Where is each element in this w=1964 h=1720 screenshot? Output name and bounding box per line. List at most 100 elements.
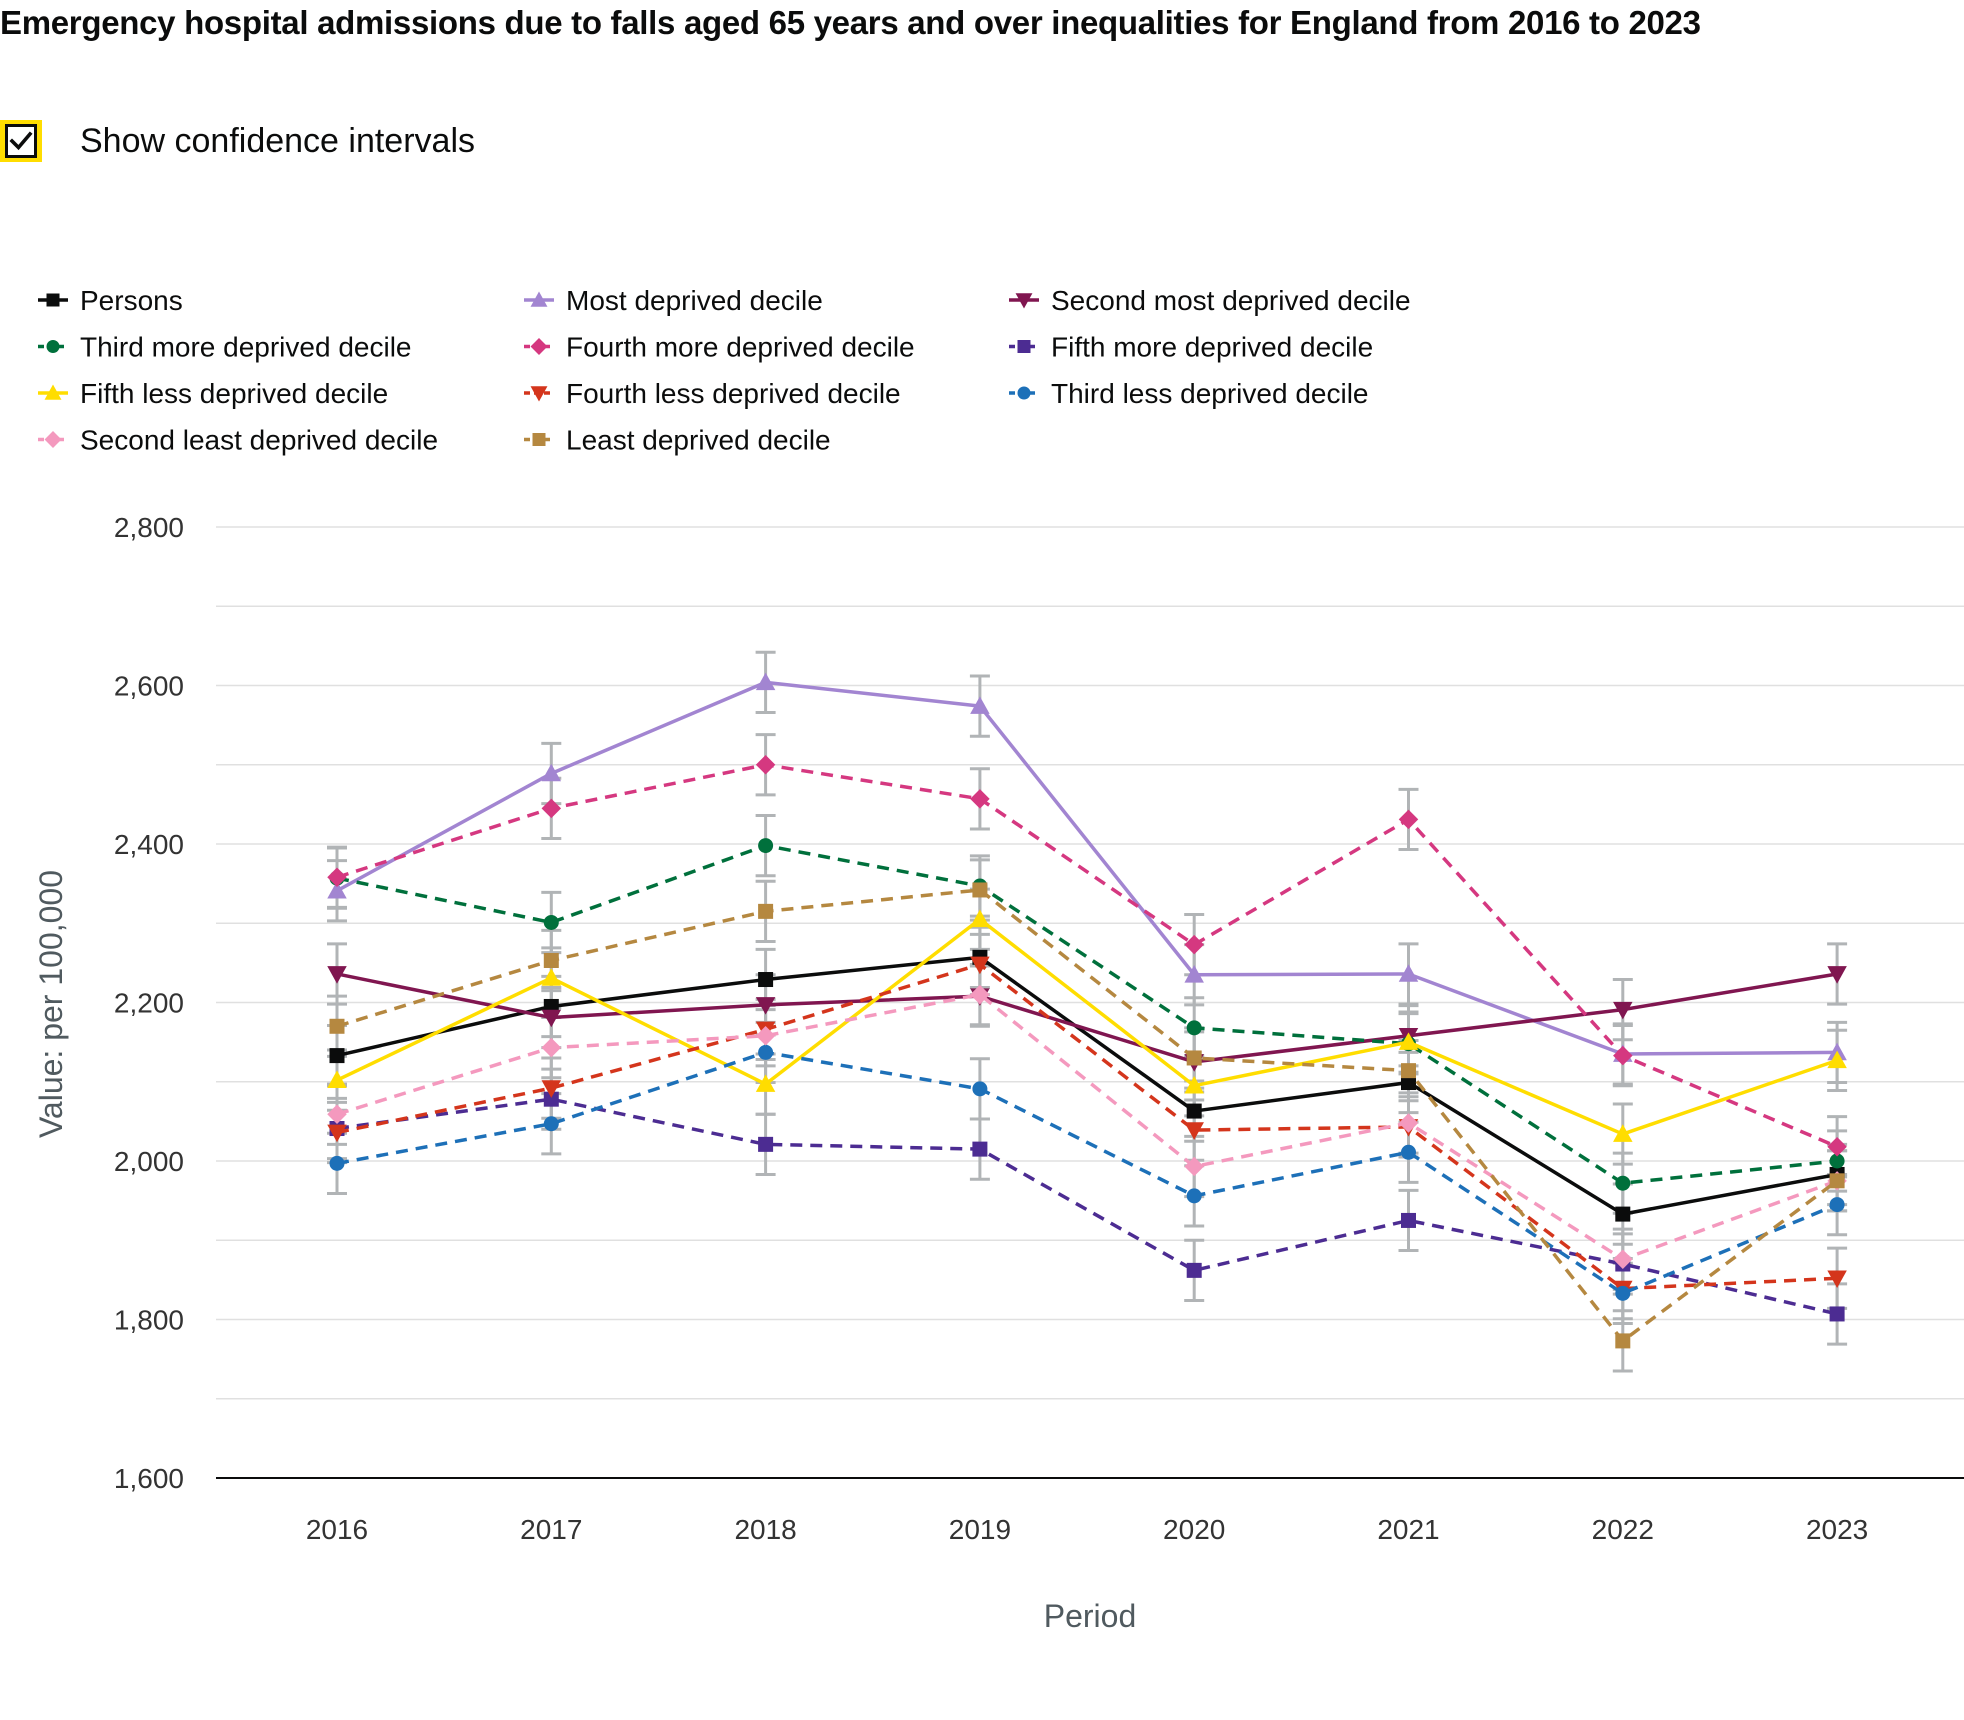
data-point bbox=[1827, 966, 1847, 984]
data-point bbox=[1827, 1270, 1847, 1289]
y-tick-label: 2,800 bbox=[114, 512, 184, 543]
data-point bbox=[1398, 1032, 1419, 1050]
legend-label: Second least deprived decile bbox=[80, 425, 438, 456]
data-point bbox=[758, 838, 774, 854]
data-point bbox=[1184, 1075, 1204, 1094]
data-point bbox=[972, 1081, 988, 1097]
data-point bbox=[972, 882, 988, 898]
series-line bbox=[336, 917, 1838, 1136]
legend-label: Fourth more deprived decile bbox=[566, 332, 915, 363]
data-point bbox=[327, 966, 347, 984]
data-point bbox=[46, 340, 60, 353]
y-tick-label: 1,800 bbox=[114, 1305, 184, 1336]
checkbox-focus-ring[interactable] bbox=[0, 120, 42, 162]
legend-item: Fifth more deprived decile bbox=[1009, 332, 1373, 363]
data-point bbox=[1184, 1156, 1204, 1177]
data-point bbox=[1615, 1206, 1631, 1222]
data-point bbox=[543, 1091, 559, 1107]
data-point bbox=[972, 1141, 988, 1157]
data-point bbox=[755, 672, 776, 691]
data-point bbox=[541, 798, 562, 819]
series-lines bbox=[327, 672, 1847, 1349]
series-fourth-more-deprived-decile bbox=[327, 755, 1847, 1157]
data-point bbox=[1401, 1063, 1416, 1079]
data-point bbox=[758, 972, 774, 988]
legend-item: Most deprived decile bbox=[524, 285, 823, 316]
data-point bbox=[543, 952, 559, 968]
legend-label: Third more deprived decile bbox=[80, 332, 412, 363]
data-point bbox=[1401, 1212, 1416, 1228]
y-tick-label: 2,000 bbox=[114, 1146, 184, 1177]
data-point bbox=[327, 867, 347, 888]
series-line bbox=[336, 955, 1838, 1216]
data-point bbox=[1829, 1306, 1845, 1322]
data-point bbox=[541, 968, 562, 986]
series-line bbox=[336, 680, 1838, 1056]
series-least-deprived-decile bbox=[329, 882, 1845, 1349]
y-axis-title: Value: per 100,000 bbox=[33, 870, 69, 1138]
data-point bbox=[970, 984, 990, 1005]
data-point bbox=[1017, 386, 1031, 400]
data-point bbox=[1186, 1262, 1202, 1278]
legend-item: Least deprived decile bbox=[524, 425, 831, 456]
data-point bbox=[543, 914, 559, 930]
legend-label: Most deprived decile bbox=[566, 285, 823, 316]
x-tick-label: 2021 bbox=[1377, 1514, 1439, 1545]
x-tick-label: 2020 bbox=[1163, 1514, 1225, 1545]
checkbox-box[interactable] bbox=[5, 124, 37, 158]
x-tick-label: 2016 bbox=[306, 1514, 368, 1545]
series-line bbox=[336, 972, 1838, 1064]
data-point bbox=[1184, 934, 1204, 955]
chart-grid bbox=[216, 526, 1964, 1400]
data-point bbox=[329, 1155, 345, 1171]
x-tick-label: 2017 bbox=[520, 1514, 582, 1545]
legend-item: Fifth less deprived decile bbox=[38, 378, 388, 409]
data-point bbox=[1829, 1173, 1845, 1189]
data-point bbox=[46, 293, 60, 307]
y-tick-label: 1,600 bbox=[114, 1463, 184, 1494]
data-point bbox=[1615, 1175, 1631, 1191]
data-point bbox=[543, 1116, 559, 1132]
data-point bbox=[1015, 293, 1033, 309]
data-point bbox=[1615, 1285, 1631, 1301]
legend-label: Least deprived decile bbox=[566, 425, 831, 456]
data-point bbox=[1017, 340, 1031, 353]
data-point bbox=[970, 696, 990, 714]
legend-item: Second least deprived decile bbox=[38, 425, 438, 456]
data-point bbox=[1613, 1001, 1633, 1020]
data-point bbox=[1401, 1075, 1416, 1091]
data-point bbox=[541, 1009, 562, 1028]
series-third-less-deprived-decile bbox=[329, 1044, 1845, 1301]
data-point bbox=[541, 1080, 562, 1098]
data-point bbox=[1829, 1153, 1845, 1169]
data-point bbox=[44, 431, 62, 448]
checkmark-icon bbox=[9, 131, 33, 151]
data-point bbox=[532, 433, 546, 446]
series-fifth-less-deprived-decile bbox=[327, 909, 1847, 1142]
x-axis-title: Period bbox=[1044, 1598, 1137, 1634]
data-point bbox=[1398, 1113, 1419, 1133]
data-point bbox=[970, 956, 990, 975]
legend-label: Fifth less deprived decile bbox=[80, 378, 388, 409]
data-point bbox=[1829, 1197, 1845, 1213]
data-point bbox=[1398, 964, 1419, 982]
data-point bbox=[530, 291, 548, 307]
legend-item: Persons bbox=[38, 285, 183, 316]
data-point bbox=[970, 789, 990, 809]
show-confidence-intervals-checkbox[interactable]: Show confidence intervals bbox=[0, 120, 475, 162]
data-point bbox=[327, 881, 347, 899]
data-point bbox=[530, 386, 548, 402]
data-point bbox=[327, 1104, 347, 1124]
data-point bbox=[755, 1026, 776, 1046]
data-point bbox=[327, 1070, 347, 1088]
y-axis: 1,600 1,800 2,000 2,200 2,400 2,600 2,800 bbox=[114, 512, 184, 1494]
x-axis: 2016 2017 2018 2019 2020 2021 2022 2023 bbox=[216, 1477, 1964, 1545]
data-point bbox=[327, 1124, 347, 1143]
legend-item: Third more deprived decile bbox=[38, 332, 412, 363]
data-point bbox=[530, 338, 548, 355]
chart-legend: Persons Most deprived decile Second most d… bbox=[38, 285, 1411, 456]
x-tick-label: 2019 bbox=[949, 1514, 1011, 1545]
legend-item: Third less deprived decile bbox=[1009, 378, 1369, 409]
data-point bbox=[1186, 1050, 1202, 1066]
series-line bbox=[336, 763, 1838, 1149]
